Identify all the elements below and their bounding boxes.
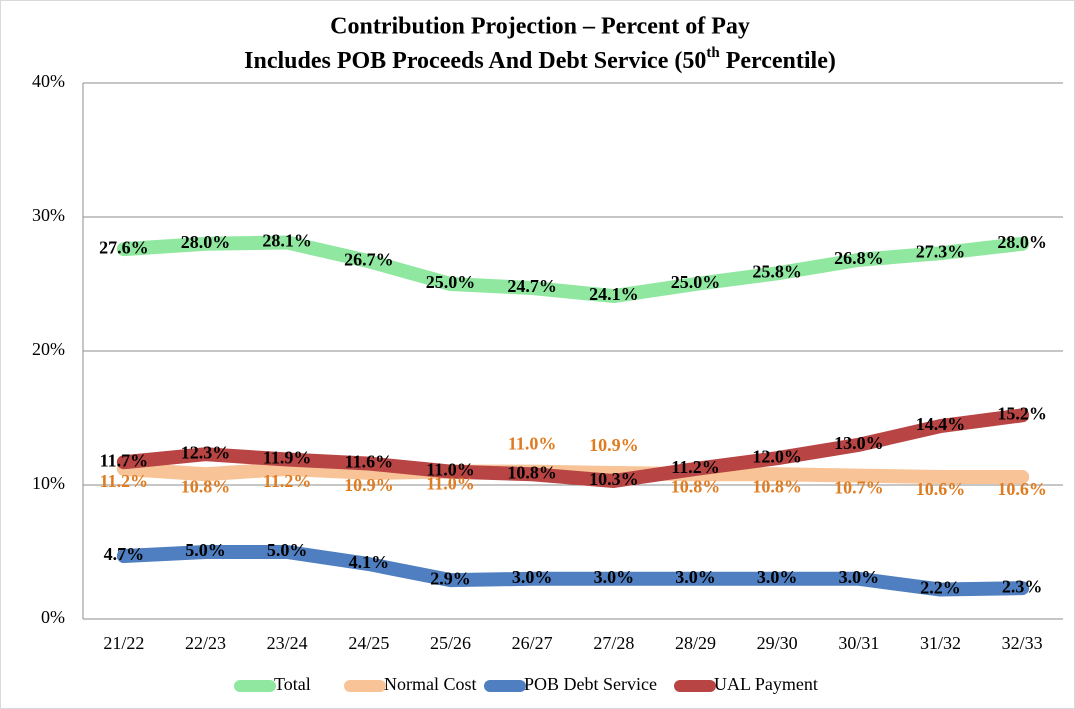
x-tick-label: 29/30 [757,633,798,653]
x-tick-label: 24/25 [348,633,389,653]
y-tick-label: 40% [32,71,65,91]
data-label: 13.0% [834,433,884,453]
data-label: 3.0% [594,567,635,587]
data-label: 3.0% [675,567,716,587]
data-label: 11.2% [671,457,720,477]
data-label: 11.2% [263,471,312,491]
data-label: 5.0% [185,540,226,560]
series-line [116,235,1030,304]
chart-title: Contribution Projection – Percent of Pay [330,14,750,40]
x-tick-label: 27/28 [593,633,634,653]
data-label: 28.0% [997,232,1047,252]
data-label: 2.2% [920,578,961,598]
data-label: 3.0% [839,567,880,587]
data-label: 26.7% [344,249,394,269]
series-line [116,408,1030,488]
data-label: 4.1% [349,552,390,572]
x-tick-label: 28/29 [675,633,716,653]
subtitle-sup: th [706,45,720,61]
x-tick-label: 30/31 [838,633,879,653]
series-line [116,545,1030,597]
legend-label: Total [274,674,311,694]
data-label: 27.6% [99,237,149,257]
legend-label: Normal Cost [384,674,477,694]
y-tick-label: 20% [32,339,65,359]
data-label: 24.7% [507,276,557,296]
data-label: 2.9% [430,568,471,588]
data-label: 14.4% [916,414,966,434]
data-label: 3.0% [757,567,798,587]
data-label: 12.0% [752,446,802,466]
data-label: 12.3% [181,442,231,462]
data-label: 25.8% [752,261,802,281]
data-label: 11.0% [426,474,475,494]
data-label: 10.8% [507,462,557,482]
y-tick-label: 30% [32,205,65,225]
x-tick-label: 22/23 [185,633,226,653]
data-label: 24.1% [589,284,639,304]
data-label: 11.0% [508,434,557,454]
data-label: 25.0% [671,272,721,292]
data-label: 10.8% [752,476,802,496]
data-label: 27.3% [916,241,966,261]
x-tick-label: 25/26 [430,633,471,653]
legend-label: POB Debt Service [524,674,657,694]
data-label: 10.3% [589,469,639,489]
data-label: 28.1% [262,231,312,251]
data-label: 10.8% [181,476,231,496]
data-label: 10.6% [997,479,1047,499]
y-tick-label: 0% [41,607,65,627]
x-tick-label: 23/24 [267,633,308,653]
y-tick-label: 10% [32,473,65,493]
data-label: 11.7% [100,450,149,470]
x-tick-label: 26/27 [512,633,553,653]
subtitle-part: Includes POB Proceeds And Debt Service (… [244,48,706,74]
data-label: 15.2% [997,403,1047,423]
data-label: 10.6% [916,479,966,499]
data-label: 28.0% [181,232,231,252]
data-label: 11.2% [100,471,149,491]
chart-subtitle: Includes POB Proceeds And Debt Service (… [244,45,836,73]
data-label: 25.0% [426,272,476,292]
data-label: 2.3% [1002,576,1043,596]
data-label: 11.9% [263,448,312,468]
data-label: 10.9% [344,475,394,495]
data-label: 11.6% [345,452,394,472]
data-label: 11.0% [426,460,475,480]
x-tick-label: 31/32 [920,633,961,653]
legend-label: UAL Payment [714,674,818,694]
data-label: 4.7% [104,544,145,564]
data-label: 3.0% [512,567,553,587]
data-label: 5.0% [267,540,308,560]
data-label: 10.8% [671,476,721,496]
x-tick-label: 21/22 [103,633,144,653]
x-tick-label: 32/33 [1002,633,1043,653]
subtitle-part: Percentile) [720,48,836,74]
data-label: 10.9% [589,435,639,455]
data-label: 10.7% [834,478,884,498]
data-label: 26.8% [834,248,884,268]
